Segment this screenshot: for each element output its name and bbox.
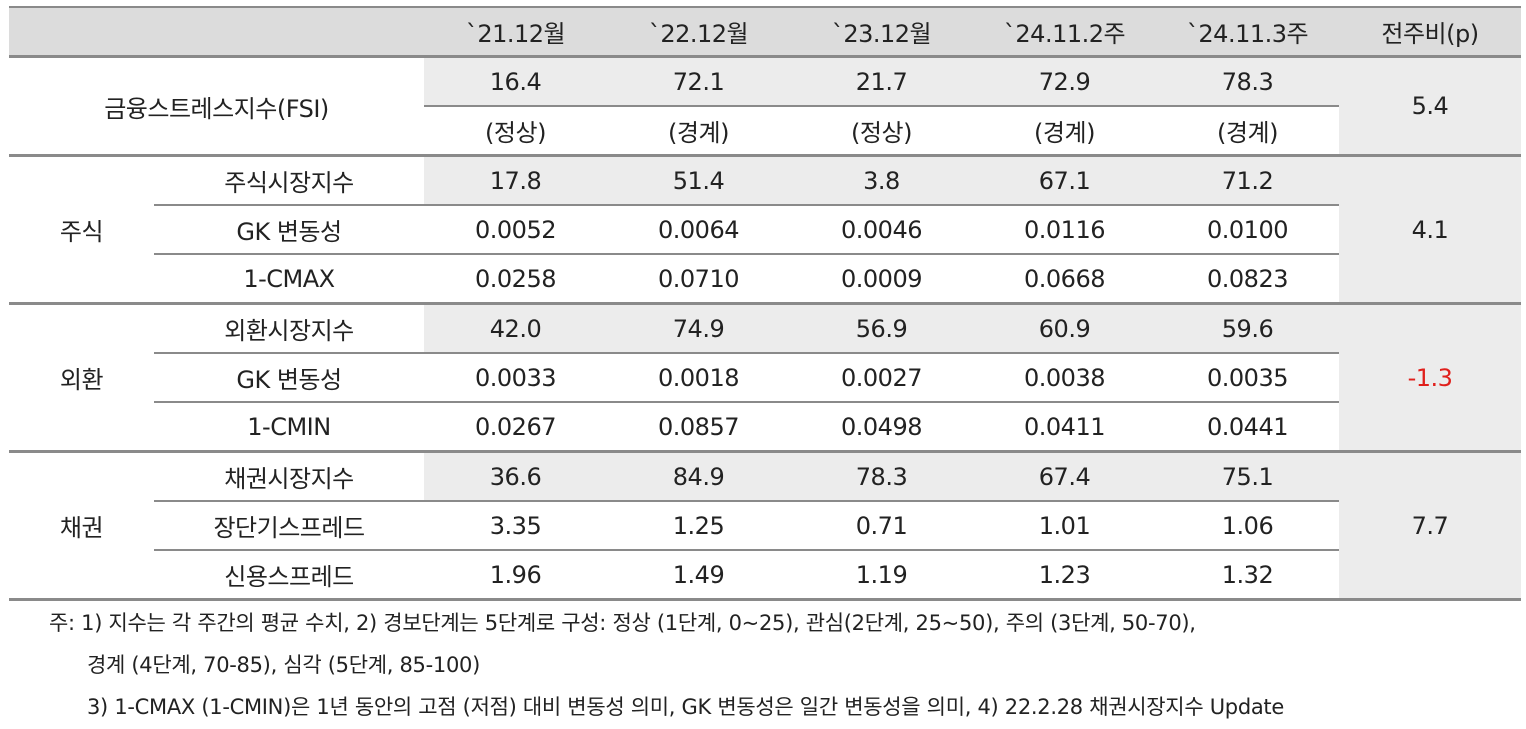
cell: 1.25 (607, 500, 790, 550)
cell: 75.1 (1156, 450, 1339, 501)
cell: 0.0498 (790, 401, 973, 452)
fsi-value: 72.1 (607, 56, 790, 106)
cell: 67.4 (973, 450, 1156, 501)
fsi-state: (정상) (790, 105, 973, 156)
cell: 0.0441 (1156, 401, 1339, 452)
fsi-state-row: (정상) (경계) (정상) (경계) (경계) (9, 105, 1521, 156)
cell: 0.0823 (1156, 253, 1339, 304)
cell: 0.0052 (424, 204, 607, 254)
bond-change: 7.7 (1339, 450, 1521, 601)
header-col: `24.11.2주 (973, 6, 1156, 58)
bond-row-index: 채권 채권시장지수 36.6 84.9 78.3 67.4 75.1 7.7 (9, 450, 1521, 601)
cell: 0.0027 (790, 352, 973, 402)
stock-row-gk: GK 변동성 0.0052 0.0064 0.0046 0.0116 0.010… (9, 204, 1521, 254)
cell: 0.0411 (973, 401, 1156, 452)
footnote-line: 경계 (4단계, 70-85), 심각 (5단계, 85-100) (87, 653, 480, 677)
fsi-change: 5.4 (1339, 56, 1521, 156)
stock-row-index: 주식 주식시장지수 17.8 51.4 3.8 67.1 71.2 4.1 (9, 154, 1521, 304)
fsi-value: 16.4 (424, 56, 607, 106)
bond-group-label: 채권 (9, 450, 154, 601)
row-label: GK 변동성 (154, 352, 424, 402)
cell: 0.0668 (973, 253, 1156, 304)
bond-row-term: 장단기스프레드 3.35 1.25 0.71 1.01 1.06 (9, 500, 1521, 550)
cell: 0.0035 (1156, 352, 1339, 402)
header-col: `24.11.3주 (1156, 6, 1339, 58)
cell: 1.23 (973, 549, 1156, 601)
bond-row-credit: 신용스프레드 1.96 1.49 1.19 1.23 1.32 (9, 549, 1521, 601)
footnotes: 주: 1) 지수는 각 주간의 평균 수치, 2) 경보단계는 5단계로 구성:… (49, 602, 1509, 728)
cell: 0.71 (790, 500, 973, 550)
header-col: `21.12월 (424, 6, 607, 58)
cell: 0.0267 (424, 401, 607, 452)
fsi-label: 금융스트레스지수(FSI) (104, 94, 329, 123)
row-label: GK 변동성 (154, 204, 424, 254)
cell: 78.3 (790, 450, 973, 501)
fsi-value: 78.3 (1156, 56, 1339, 106)
cell: 0.0064 (607, 204, 790, 254)
row-label: 1-CMAX (154, 253, 424, 304)
cell: 3.35 (424, 500, 607, 550)
cell: 0.0258 (424, 253, 607, 304)
cell: 0.0046 (790, 204, 973, 254)
fsi-state: (경계) (607, 105, 790, 156)
fsi-state: (경계) (1156, 105, 1339, 156)
fx-row-gk: GK 변동성 0.0033 0.0018 0.0027 0.0038 0.003… (9, 352, 1521, 402)
cell: 3.8 (790, 154, 973, 205)
cell: 1.01 (973, 500, 1156, 550)
fx-group-label: 외환 (9, 302, 154, 452)
header-col: `23.12월 (790, 6, 973, 58)
fsi-table: `21.12월 `22.12월 `23.12월 `24.11.2주 `24.11… (9, 6, 1521, 601)
header-empty (9, 6, 424, 58)
fsi-state: (경계) (973, 105, 1156, 156)
cell: 67.1 (973, 154, 1156, 205)
row-label: 주식시장지수 (154, 154, 424, 205)
cell: 36.6 (424, 450, 607, 501)
cell: 74.9 (607, 302, 790, 353)
cell: 42.0 (424, 302, 607, 353)
cell: 0.0033 (424, 352, 607, 402)
header-col: `22.12월 (607, 6, 790, 58)
cell: 59.6 (1156, 302, 1339, 353)
cell: 1.49 (607, 549, 790, 601)
cell: 84.9 (607, 450, 790, 501)
fx-row-index: 외환 외환시장지수 42.0 74.9 56.9 60.9 59.6 -1.3 (9, 302, 1521, 452)
row-label: 장단기스프레드 (154, 500, 424, 550)
cell: 71.2 (1156, 154, 1339, 205)
cell: 51.4 (607, 154, 790, 205)
cell: 0.0710 (607, 253, 790, 304)
cell: 1.96 (424, 549, 607, 601)
row-label: 1-CMIN (154, 401, 424, 452)
header-row: `21.12월 `22.12월 `23.12월 `24.11.2주 `24.11… (9, 6, 1521, 58)
fsi-state: (정상) (424, 105, 607, 156)
cell: 0.0857 (607, 401, 790, 452)
footnote-line: 3) 1-CMAX (1-CMIN)은 1년 동안의 고점 (저점) 대비 변동… (87, 695, 1284, 719)
cell: 60.9 (973, 302, 1156, 353)
cell: 0.0038 (973, 352, 1156, 402)
cell: 1.19 (790, 549, 973, 601)
fsi-value: 21.7 (790, 56, 973, 106)
cell: 56.9 (790, 302, 973, 353)
fx-change: -1.3 (1339, 302, 1521, 452)
fx-row-cmin: 1-CMIN 0.0267 0.0857 0.0498 0.0411 0.044… (9, 401, 1521, 452)
row-label: 채권시장지수 (154, 450, 424, 501)
cell: 0.0009 (790, 253, 973, 304)
fsi-value-row: 금융스트레스지수(FSI) 16.4 72.1 21.7 72.9 78.3 5… (9, 56, 1521, 156)
stock-group-label: 주식 (9, 154, 154, 304)
cell: 1.06 (1156, 500, 1339, 550)
row-label: 외환시장지수 (154, 302, 424, 353)
stock-row-cmax: 1-CMAX 0.0258 0.0710 0.0009 0.0668 0.082… (9, 253, 1521, 304)
cell: 17.8 (424, 154, 607, 205)
cell: 1.32 (1156, 549, 1339, 601)
footnote-line: 주: 1) 지수는 각 주간의 평균 수치, 2) 경보단계는 5단계로 구성:… (49, 611, 1196, 635)
cell: 0.0018 (607, 352, 790, 402)
stock-change: 4.1 (1339, 154, 1521, 304)
cell: 0.0100 (1156, 204, 1339, 254)
cell: 0.0116 (973, 204, 1156, 254)
header-change: 전주비(p) (1339, 6, 1521, 58)
fsi-value: 72.9 (973, 56, 1156, 106)
row-label: 신용스프레드 (154, 549, 424, 601)
